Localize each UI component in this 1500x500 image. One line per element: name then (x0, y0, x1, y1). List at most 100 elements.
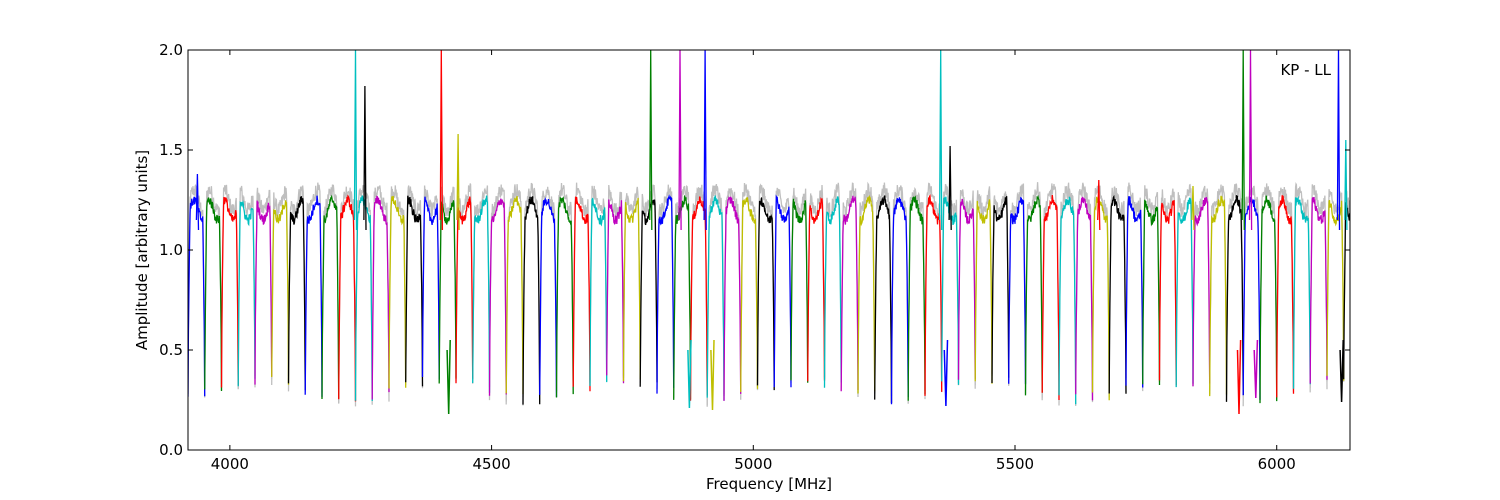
channel-line (941, 196, 960, 385)
background-channel-line (1058, 182, 1077, 407)
background-channel-line (589, 185, 608, 382)
channel-line (740, 196, 759, 393)
channel-line (388, 195, 407, 389)
channel-line (1192, 196, 1211, 387)
channel-line (756, 197, 775, 391)
background-channel-line (472, 185, 491, 387)
background-channel-line (304, 182, 323, 399)
spike-line (938, 50, 943, 231)
background-channel-line (890, 185, 909, 404)
background-channel-line (907, 187, 926, 395)
channel-line (421, 196, 440, 380)
spike-line (456, 133, 460, 231)
channel-line (287, 196, 306, 391)
background-channel-line (639, 184, 658, 383)
channel-line (1024, 194, 1043, 396)
x-tick-label: 5500 (996, 455, 1034, 473)
channel-line (405, 195, 424, 387)
channel-line (606, 199, 625, 384)
channel-line (991, 196, 1010, 384)
y-tick-label: 0.5 (159, 341, 183, 359)
channel-line (1209, 195, 1228, 397)
background-channel-line (790, 187, 809, 383)
background-channel-line (941, 183, 960, 386)
background-channel-line (1091, 184, 1110, 401)
background-channel-line (823, 182, 842, 391)
background-channel-line (1175, 183, 1194, 385)
dip-line (1236, 339, 1242, 415)
spike-line (1344, 139, 1348, 231)
channel-line (1292, 195, 1311, 389)
channel-line (840, 195, 859, 392)
background-channel-line (522, 182, 541, 398)
channel-line (237, 200, 256, 387)
y-axis-label: Amplitude [arbitrary units] (133, 150, 151, 350)
spike-line (1191, 185, 1195, 231)
spike-line (678, 50, 682, 231)
background-channel-line (622, 186, 641, 378)
channel-line (1058, 196, 1077, 405)
background-channel-line (807, 184, 826, 378)
background-channel-line (321, 184, 340, 404)
spike-line (1097, 179, 1101, 231)
background-channel-line (1024, 182, 1043, 401)
ticks-layer: 4000 4500 5000 5500 6000 0.0 0.5 1.0 1.5 2.0 (159, 41, 1350, 473)
channel-line (1259, 195, 1278, 404)
channel-line (1125, 196, 1144, 388)
channel-line (1091, 196, 1110, 401)
channel-line (572, 196, 591, 392)
background-channel-line (1292, 181, 1311, 393)
y-tick-label: 2.0 (159, 41, 183, 59)
spike-line (703, 50, 707, 231)
channel-line (589, 197, 608, 387)
background-channel-line (740, 182, 759, 400)
channel-line (522, 196, 541, 405)
background-channel-line (555, 182, 574, 394)
plot-background (188, 50, 1350, 450)
channel-line (1309, 197, 1328, 384)
channel-line (204, 197, 223, 392)
channel-line (924, 194, 943, 396)
background-channel-line (957, 189, 976, 389)
channel-line (723, 196, 742, 401)
channel-line (890, 197, 909, 405)
spike-line (353, 50, 358, 231)
spike-line (363, 85, 367, 231)
channel-line (622, 197, 641, 382)
channel-line (1041, 195, 1060, 401)
background-channel-line (1309, 184, 1328, 390)
channel-line (488, 198, 507, 396)
dip-line (687, 339, 692, 409)
channel-line (706, 195, 725, 401)
channel-line (371, 195, 390, 400)
channel-line (505, 195, 524, 395)
background-channel-line (773, 187, 792, 380)
channel-line (790, 198, 809, 383)
background-channel-line (673, 185, 692, 398)
x-tick-label: 5000 (734, 455, 772, 473)
channel-line (1326, 199, 1345, 381)
channel-line (874, 195, 893, 404)
channel-line (807, 197, 826, 382)
background-channel-line (1158, 188, 1177, 388)
background-channel-line (421, 185, 440, 382)
channel-line (1075, 196, 1094, 401)
spike-line (1336, 50, 1341, 231)
dip-line (1339, 339, 1344, 403)
dip-line (710, 339, 715, 411)
background-channel-line (1276, 186, 1295, 400)
background-channel-line (1192, 185, 1211, 395)
background-channel-line (857, 181, 876, 394)
background-channel-line (1225, 183, 1244, 401)
x-tick-label: 4000 (211, 455, 249, 473)
channel-line (304, 195, 323, 397)
background-channel-line (1008, 183, 1027, 395)
background-channel-line (756, 183, 775, 387)
channel-line (823, 196, 842, 388)
channel-line (539, 197, 558, 398)
spike-line (1248, 50, 1253, 231)
legend-label: KP - LL (1280, 61, 1331, 79)
x-axis-label: Frequency [MHz] (706, 475, 832, 493)
x-tick-label: 4500 (472, 455, 510, 473)
background-channel-line (1209, 184, 1228, 396)
